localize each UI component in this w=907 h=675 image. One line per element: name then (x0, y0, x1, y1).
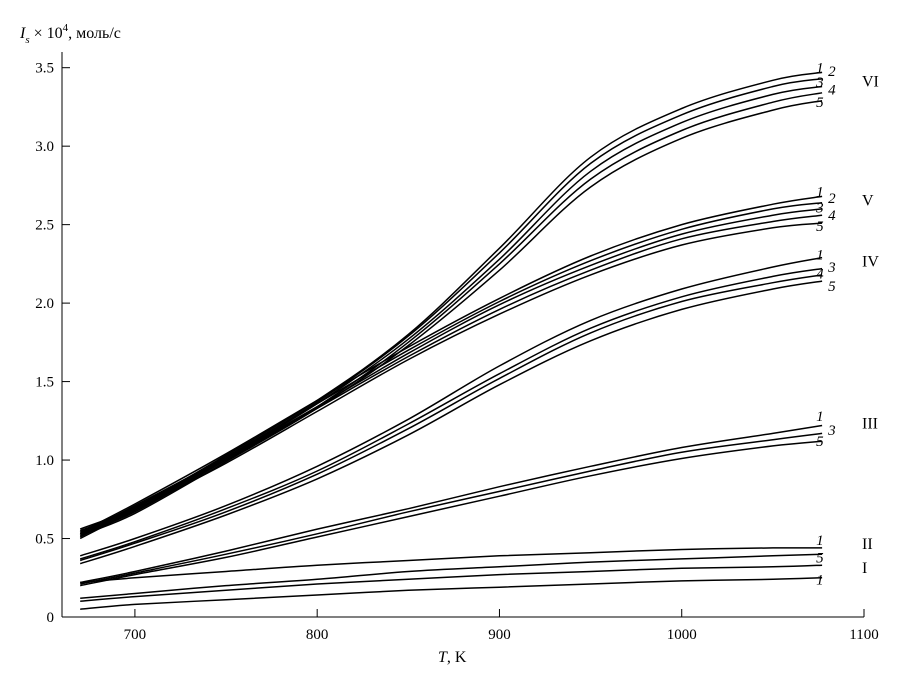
x-ticks: 700 800 900 1000 1100 (124, 609, 879, 643)
x-tick-label: 1000 (667, 627, 697, 643)
curve-VI-4 (79, 92, 823, 535)
y-ticks: 0 0.5 1.0 1.5 2.0 2.5 3.0 3.5 (35, 61, 70, 626)
y-tick-label: 3.0 (35, 139, 54, 155)
group-label: II (862, 536, 873, 553)
curve-VI-2 (79, 77, 823, 532)
curve-IV-4 (79, 274, 823, 562)
y-tick-label: 2.5 (35, 218, 54, 234)
group-label: VI (862, 73, 879, 90)
curve-VI-3 (79, 85, 823, 533)
curve-label: 4 (828, 83, 836, 99)
curve-label: 4 (816, 266, 824, 282)
curve-VI-1 (79, 71, 823, 530)
curve-label: 1 (816, 409, 824, 425)
curve-I-unlabeled (80, 564, 823, 603)
curve-label: 1 (816, 533, 824, 549)
curve-V-4 (79, 214, 823, 538)
curve-IV-3 (79, 267, 823, 560)
curve-label: 2 (828, 191, 836, 207)
x-tick-label: 1100 (849, 627, 878, 643)
y-tick-label: 0 (47, 610, 55, 626)
curves (79, 71, 823, 610)
curve-label: 1 (816, 572, 824, 588)
group-label: I (862, 560, 867, 577)
curve-label: 3 (827, 423, 836, 439)
curve-I-1 (80, 577, 823, 610)
curve-label: 3 (827, 260, 836, 276)
curve-label: 5 (816, 550, 824, 566)
curve-III-5 (80, 440, 823, 587)
curve-VI-5 (79, 99, 823, 537)
curve-II-1 (80, 547, 823, 584)
x-tick-label: 700 (124, 627, 147, 643)
curve-label: 3 (815, 75, 824, 91)
group-label: III (862, 415, 878, 432)
curve-label: 2 (828, 64, 836, 80)
y-tick-label: 1.5 (35, 375, 54, 391)
y-axis-title: Is × 104, моль/с (19, 22, 121, 46)
curve-label: 5 (816, 95, 824, 111)
x-tick-label: 900 (488, 627, 511, 643)
curve-label: 3 (815, 200, 824, 216)
curve-label: 1 (816, 185, 824, 201)
y-tick-label: 0.5 (35, 532, 54, 548)
curve-IV-5 (79, 280, 823, 565)
x-tick-label: 800 (306, 627, 329, 643)
curve-V-1 (79, 195, 823, 533)
y-tick-label: 2.0 (35, 296, 54, 312)
curve-V-2 (79, 201, 823, 535)
y-tick-label: 3.5 (35, 61, 54, 77)
curve-V-3 (79, 208, 823, 537)
curve-I-5 (80, 553, 823, 599)
curve-label: 1 (816, 247, 824, 263)
group-label: V (862, 193, 874, 210)
curve-label: 4 (828, 208, 836, 224)
x-axis-title: T, K (438, 649, 467, 666)
curve-label: 5 (816, 434, 824, 450)
curve-IV-1 (79, 256, 823, 557)
y-tick-label: 1.0 (35, 453, 54, 469)
group-label: IV (862, 254, 879, 271)
curve-label: 5 (828, 279, 836, 295)
axes: 700 800 900 1000 1100 0 0.5 1.0 1.5 2.0 2.5 3.0 3.5 (35, 52, 879, 643)
curve-V-5 (79, 222, 823, 540)
curve-III-3 (80, 432, 823, 585)
curve-label: 1 (816, 61, 824, 77)
curve-III-1 (80, 424, 823, 584)
curve-label: 5 (816, 219, 824, 235)
